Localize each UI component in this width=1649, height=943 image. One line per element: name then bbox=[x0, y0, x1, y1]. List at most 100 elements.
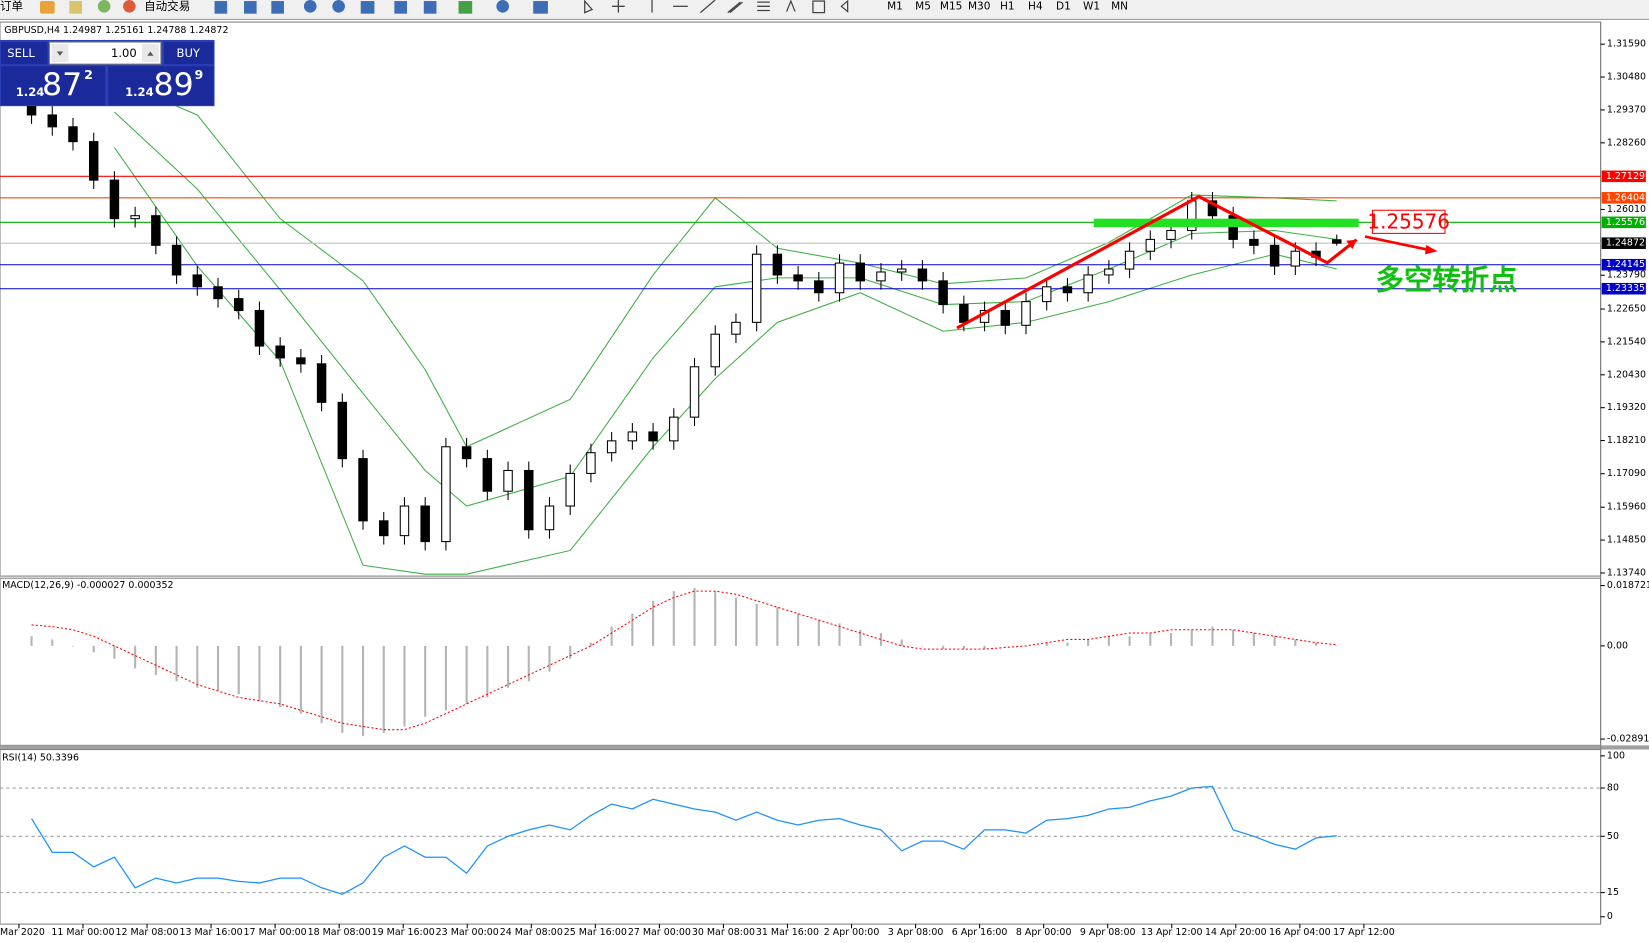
toolbar-icon[interactable] bbox=[243, 1, 257, 14]
candle-body bbox=[1269, 244, 1280, 267]
x-tick-label: 17 Mar 00:00 bbox=[244, 927, 307, 938]
toolbar-icon[interactable] bbox=[496, 0, 510, 13]
candle-body bbox=[1249, 238, 1259, 246]
candle-body bbox=[669, 416, 679, 442]
macd-bar bbox=[1149, 632, 1152, 646]
buy-price-box[interactable] bbox=[108, 66, 214, 106]
auto-trading-button[interactable]: 自动交易 bbox=[144, 0, 190, 13]
toolbar-icon[interactable] bbox=[458, 1, 473, 14]
y-tick-label: 1.15960 bbox=[1607, 502, 1646, 513]
timeframe-button[interactable]: MN bbox=[1111, 0, 1128, 12]
macd-bar bbox=[1314, 642, 1318, 646]
toolbar-icon[interactable] bbox=[69, 1, 83, 14]
timeframe-button[interactable]: M30 bbox=[968, 0, 990, 12]
macd-bar bbox=[1190, 629, 1193, 646]
label-tool[interactable] bbox=[812, 0, 826, 14]
macd-bar bbox=[527, 645, 530, 682]
toolbar-icon[interactable] bbox=[123, 0, 136, 13]
x-tick-label: 14 Apr 20:00 bbox=[1205, 927, 1267, 938]
y-tick-label: 1.18210 bbox=[1607, 435, 1646, 446]
arrow-tool[interactable] bbox=[840, 0, 849, 13]
toolbar-icon[interactable] bbox=[533, 1, 548, 14]
macd-bar bbox=[610, 626, 613, 646]
sell-point: 2 bbox=[84, 67, 93, 82]
x-tick-label: 19 Mar 16:00 bbox=[372, 927, 435, 938]
y-tick-label: 1.31590 bbox=[1607, 39, 1646, 50]
candle-body bbox=[772, 253, 783, 276]
y-tick-label: 0 bbox=[1607, 911, 1613, 922]
x-tick-label: 17 Apr 12:00 bbox=[1333, 927, 1395, 938]
macd-bar bbox=[1045, 642, 1048, 646]
toolbar-icon[interactable] bbox=[394, 1, 407, 14]
macd-bar bbox=[631, 613, 634, 646]
candle-body bbox=[1104, 268, 1114, 276]
macd-bar bbox=[1232, 629, 1235, 646]
signal-line bbox=[31, 590, 1337, 731]
y-tick-label: 100 bbox=[1607, 750, 1625, 761]
toolbar-icon[interactable] bbox=[303, 0, 317, 13]
sell-label[interactable]: SELL bbox=[7, 46, 35, 60]
lot-value[interactable]: 1.00 bbox=[111, 46, 137, 60]
timeframe-button[interactable]: W1 bbox=[1083, 0, 1100, 12]
candle-body bbox=[793, 274, 803, 282]
timeframe-button[interactable]: M5 bbox=[915, 0, 931, 12]
candle-body bbox=[1062, 286, 1073, 294]
y-tick-label: 1.20430 bbox=[1607, 369, 1646, 380]
toolbar-icon[interactable] bbox=[332, 0, 345, 13]
macd-bar bbox=[51, 639, 54, 646]
macd-bar bbox=[30, 636, 33, 646]
macd-bar bbox=[838, 623, 841, 646]
candle-body bbox=[606, 440, 617, 454]
candle-body bbox=[834, 262, 845, 294]
candle-body bbox=[399, 505, 410, 537]
price-level-label: 1.23335 bbox=[1606, 283, 1645, 294]
candle-body bbox=[316, 363, 327, 403]
channel-tool[interactable] bbox=[727, 1, 743, 14]
buy-point: 9 bbox=[195, 67, 204, 82]
trendline-tool[interactable] bbox=[699, 0, 716, 14]
timeframe-button[interactable]: M1 bbox=[887, 0, 903, 12]
toolbar-icon[interactable] bbox=[360, 1, 375, 14]
macd-bar bbox=[361, 645, 365, 737]
macd-bar bbox=[693, 587, 696, 646]
crosshair-tool[interactable] bbox=[612, 0, 625, 13]
candle-body bbox=[233, 298, 244, 312]
candle-body bbox=[710, 333, 720, 368]
candle-body bbox=[26, 105, 37, 116]
macd-bar bbox=[962, 645, 965, 650]
timeframe-button[interactable]: H4 bbox=[1028, 0, 1043, 12]
sell-price-box[interactable] bbox=[1, 66, 106, 106]
toolbar-icon[interactable] bbox=[214, 1, 228, 14]
macd-bar bbox=[341, 645, 344, 733]
y-tick-label: 1.14850 bbox=[1607, 535, 1646, 546]
macd-bar bbox=[113, 645, 116, 659]
candle-body bbox=[751, 253, 762, 323]
macd-bar bbox=[134, 645, 137, 669]
toolbar-icon[interactable] bbox=[97, 0, 111, 13]
x-tick-label: 24 Mar 08:00 bbox=[500, 927, 563, 938]
toolbar-icon[interactable] bbox=[423, 1, 437, 14]
candle-body bbox=[1332, 239, 1342, 244]
bollinger-middle bbox=[114, 111, 1337, 507]
timeframe-button[interactable]: M15 bbox=[940, 0, 962, 12]
cursor-tool[interactable] bbox=[584, 0, 594, 14]
toolbar-icon[interactable] bbox=[39, 1, 55, 14]
buy-big-figure: 1.24 bbox=[125, 85, 154, 99]
timeframe-button[interactable]: D1 bbox=[1056, 0, 1071, 12]
candle-body bbox=[731, 321, 741, 335]
timeframe-button[interactable]: H1 bbox=[1000, 0, 1015, 12]
buy-button[interactable] bbox=[164, 42, 214, 65]
sell-button[interactable] bbox=[1, 42, 48, 65]
fibo-tool[interactable] bbox=[757, 1, 770, 12]
lot-field[interactable] bbox=[48, 41, 162, 65]
panel-splitter bbox=[0, 745, 1649, 750]
macd-bar bbox=[672, 591, 675, 646]
buy-label[interactable]: BUY bbox=[177, 46, 201, 60]
macd-bar bbox=[216, 645, 220, 691]
order-button[interactable]: 订单 bbox=[0, 0, 23, 13]
macd-bar bbox=[1335, 645, 1338, 647]
text-tool[interactable] bbox=[786, 0, 796, 12]
toolbar-icon[interactable] bbox=[271, 1, 284, 14]
price-level-tag bbox=[1601, 258, 1646, 271]
macd-bar bbox=[921, 645, 924, 647]
